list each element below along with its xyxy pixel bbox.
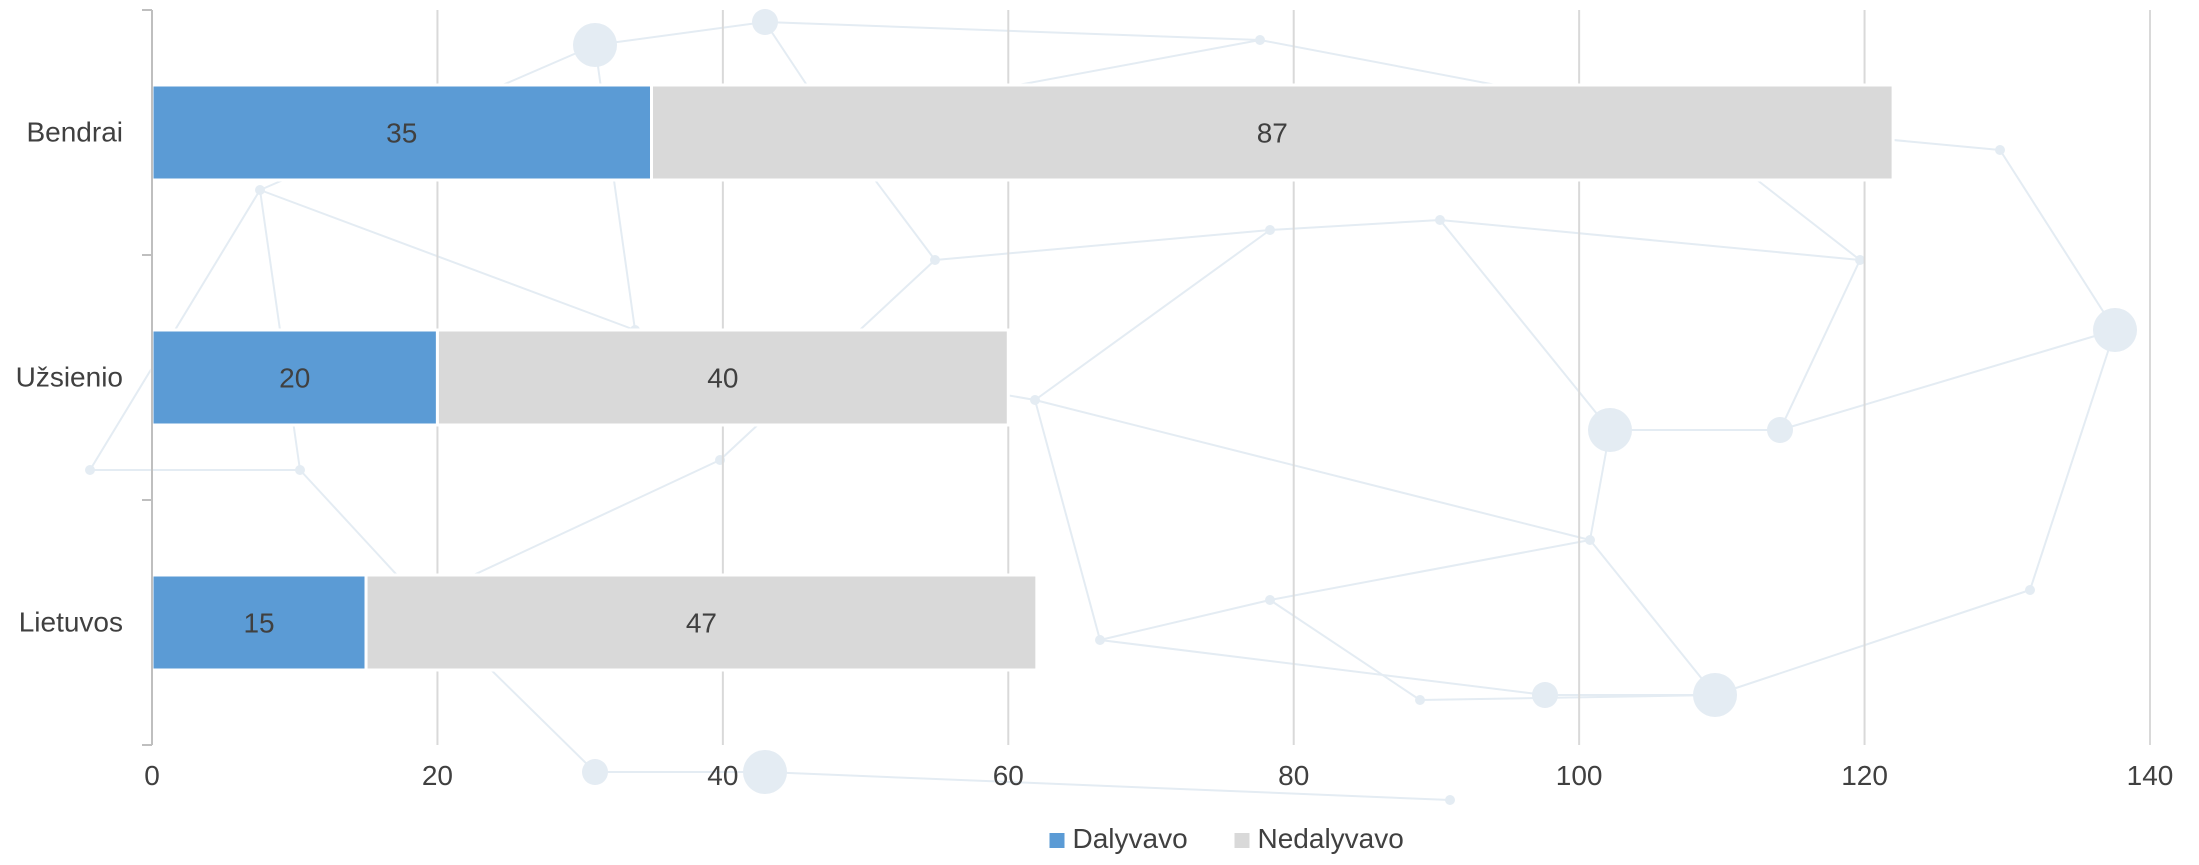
network-node bbox=[1767, 417, 1793, 443]
network-link bbox=[1034, 399, 1591, 541]
network-node bbox=[752, 9, 778, 35]
network-node bbox=[1532, 682, 1558, 708]
x-tick-label: 60 bbox=[993, 760, 1024, 791]
network-link bbox=[1419, 694, 1716, 701]
category-label: Užsienio bbox=[16, 362, 123, 393]
network-node bbox=[1265, 225, 1275, 235]
network-node bbox=[1415, 695, 1425, 705]
data-label: 87 bbox=[1257, 118, 1288, 149]
network-link bbox=[1589, 539, 1716, 696]
network-node bbox=[1588, 408, 1632, 452]
background-network-pattern bbox=[85, 9, 2137, 805]
network-node bbox=[1445, 795, 1455, 805]
network-node bbox=[1095, 635, 1105, 645]
bars: 15 47 20 40 35 87 bbox=[150, 83, 1895, 672]
network-node bbox=[1030, 395, 1040, 405]
data-label: 35 bbox=[386, 118, 417, 149]
x-tick-label: 0 bbox=[144, 760, 160, 791]
network-node bbox=[85, 465, 95, 475]
network-node bbox=[1585, 535, 1595, 545]
network-link bbox=[1034, 229, 1271, 401]
category-axis bbox=[142, 9, 153, 746]
data-label: 15 bbox=[243, 608, 274, 639]
category-label: Bendrai bbox=[26, 117, 123, 148]
network-node bbox=[295, 465, 305, 475]
network-link bbox=[259, 189, 636, 331]
network-node bbox=[1693, 673, 1737, 717]
network-link bbox=[1034, 399, 1101, 641]
network-node bbox=[582, 759, 608, 785]
network-link bbox=[1099, 599, 1271, 641]
network-link bbox=[1269, 599, 1421, 701]
network-node bbox=[930, 255, 940, 265]
network-node bbox=[1265, 595, 1275, 605]
data-label: 40 bbox=[707, 363, 738, 394]
network-node bbox=[1255, 35, 1265, 45]
network-node bbox=[255, 185, 265, 195]
bar-segment bbox=[435, 328, 1010, 427]
network-node bbox=[1855, 255, 1865, 265]
legend-label: Dalyvavo bbox=[1073, 823, 1188, 854]
x-tick-label: 120 bbox=[1841, 760, 1888, 791]
network-link bbox=[1269, 219, 1441, 231]
data-label: 20 bbox=[279, 363, 310, 394]
legend-swatch bbox=[1049, 833, 1065, 848]
network-node bbox=[573, 23, 617, 67]
network-link bbox=[764, 21, 1261, 41]
network-node bbox=[743, 750, 787, 794]
x-tick-label: 40 bbox=[707, 760, 738, 791]
bar-segment bbox=[150, 328, 439, 427]
network-node bbox=[2093, 308, 2137, 352]
network-link bbox=[934, 229, 1271, 261]
network-link bbox=[1269, 539, 1591, 601]
network-link bbox=[1439, 219, 1861, 261]
network-link bbox=[764, 771, 1451, 801]
legend: Dalyvavo Nedalyvavo bbox=[1049, 823, 1404, 854]
legend-label: Nedalyvavo bbox=[1258, 823, 1404, 854]
network-node bbox=[2025, 585, 2035, 595]
bar-segment bbox=[150, 573, 368, 672]
axis-labels: 0 20 40 60 80 100 120 140 Lietuvos Užsienio Bendra… bbox=[16, 117, 2174, 792]
network-link bbox=[1999, 149, 2116, 331]
x-tick-label: 80 bbox=[1278, 760, 1309, 791]
network-link bbox=[1099, 639, 1546, 696]
legend-swatch bbox=[1234, 833, 1250, 848]
network-link bbox=[1714, 589, 2031, 696]
x-tick-label: 20 bbox=[422, 760, 453, 791]
network-link bbox=[2029, 329, 2116, 591]
bar-segment bbox=[650, 83, 1895, 182]
network-node bbox=[1995, 145, 2005, 155]
network-link bbox=[1439, 219, 1611, 431]
network-link bbox=[1779, 329, 2116, 431]
bar-segment bbox=[364, 573, 1039, 672]
network-link bbox=[1779, 259, 1861, 431]
data-label: 47 bbox=[686, 608, 717, 639]
x-tick-label: 140 bbox=[2127, 760, 2174, 791]
network-link bbox=[594, 21, 766, 46]
network-node bbox=[1435, 215, 1445, 225]
x-tick-label: 100 bbox=[1556, 760, 1603, 791]
category-label: Lietuvos bbox=[19, 607, 123, 638]
